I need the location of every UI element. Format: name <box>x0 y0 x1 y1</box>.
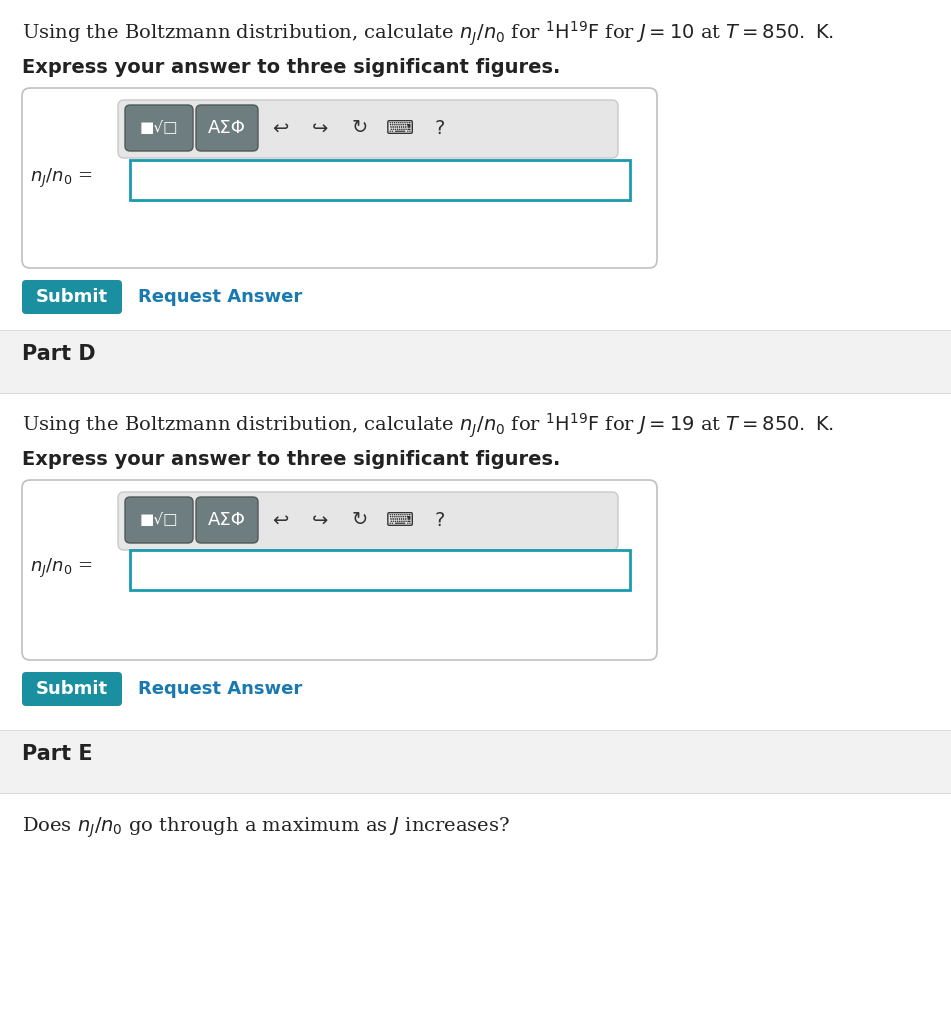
FancyBboxPatch shape <box>196 497 258 543</box>
Text: Submit: Submit <box>36 680 108 698</box>
Text: Request Answer: Request Answer <box>138 680 302 698</box>
Text: Request Answer: Request Answer <box>138 288 302 306</box>
Bar <box>0 330 951 394</box>
Text: Does $n_J/n_0$ go through a maximum as $J$ increases?: Does $n_J/n_0$ go through a maximum as $… <box>22 816 510 841</box>
FancyBboxPatch shape <box>196 105 258 151</box>
FancyBboxPatch shape <box>22 480 657 660</box>
Text: ⌨: ⌨ <box>386 119 414 137</box>
Text: ↻: ↻ <box>352 511 368 529</box>
Bar <box>0 394 951 744</box>
Text: ΑΣΦ: ΑΣΦ <box>208 511 246 529</box>
Text: Using the Boltzmann distribution, calculate $n_J/n_0$ for $\mathrm{^1H^{19}F}$ f: Using the Boltzmann distribution, calcul… <box>22 20 834 48</box>
Text: Express your answer to three significant figures.: Express your answer to three significant… <box>22 450 560 469</box>
FancyBboxPatch shape <box>125 105 193 151</box>
FancyBboxPatch shape <box>125 497 193 543</box>
Text: Part E: Part E <box>22 744 92 764</box>
Text: ΑΣΦ: ΑΣΦ <box>208 119 246 137</box>
Text: $n_J/n_0$ =: $n_J/n_0$ = <box>30 166 92 189</box>
Bar <box>130 160 630 200</box>
Text: ↩: ↩ <box>272 119 288 137</box>
Text: Submit: Submit <box>36 288 108 306</box>
Bar <box>130 550 630 590</box>
Text: ■√□: ■√□ <box>140 512 178 527</box>
Text: Part D: Part D <box>22 344 96 364</box>
FancyBboxPatch shape <box>22 672 122 706</box>
FancyBboxPatch shape <box>22 280 122 314</box>
FancyBboxPatch shape <box>118 492 618 550</box>
Text: ?: ? <box>435 119 445 137</box>
Text: $n_J/n_0$ =: $n_J/n_0$ = <box>30 556 92 580</box>
Text: ↩: ↩ <box>272 511 288 529</box>
Text: ↪: ↪ <box>312 119 328 137</box>
Text: ↪: ↪ <box>312 511 328 529</box>
Bar <box>0 730 951 794</box>
Text: ↻: ↻ <box>352 119 368 137</box>
Text: Using the Boltzmann distribution, calculate $n_J/n_0$ for $\mathrm{^1H^{19}F}$ f: Using the Boltzmann distribution, calcul… <box>22 412 834 440</box>
FancyBboxPatch shape <box>22 88 657 268</box>
Bar <box>0 0 951 302</box>
Text: Express your answer to three significant figures.: Express your answer to three significant… <box>22 58 560 77</box>
Bar <box>0 794 951 1024</box>
FancyBboxPatch shape <box>118 100 618 158</box>
Text: ?: ? <box>435 511 445 529</box>
Text: ⌨: ⌨ <box>386 511 414 529</box>
Text: ■√□: ■√□ <box>140 121 178 135</box>
